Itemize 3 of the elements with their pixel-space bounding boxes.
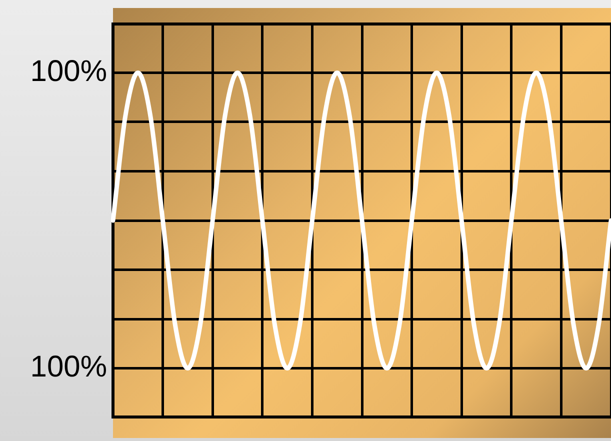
y-tick-label: 100% (30, 350, 107, 384)
y-tick-label: 100% (30, 55, 107, 88)
line-series (110, 70, 611, 370)
